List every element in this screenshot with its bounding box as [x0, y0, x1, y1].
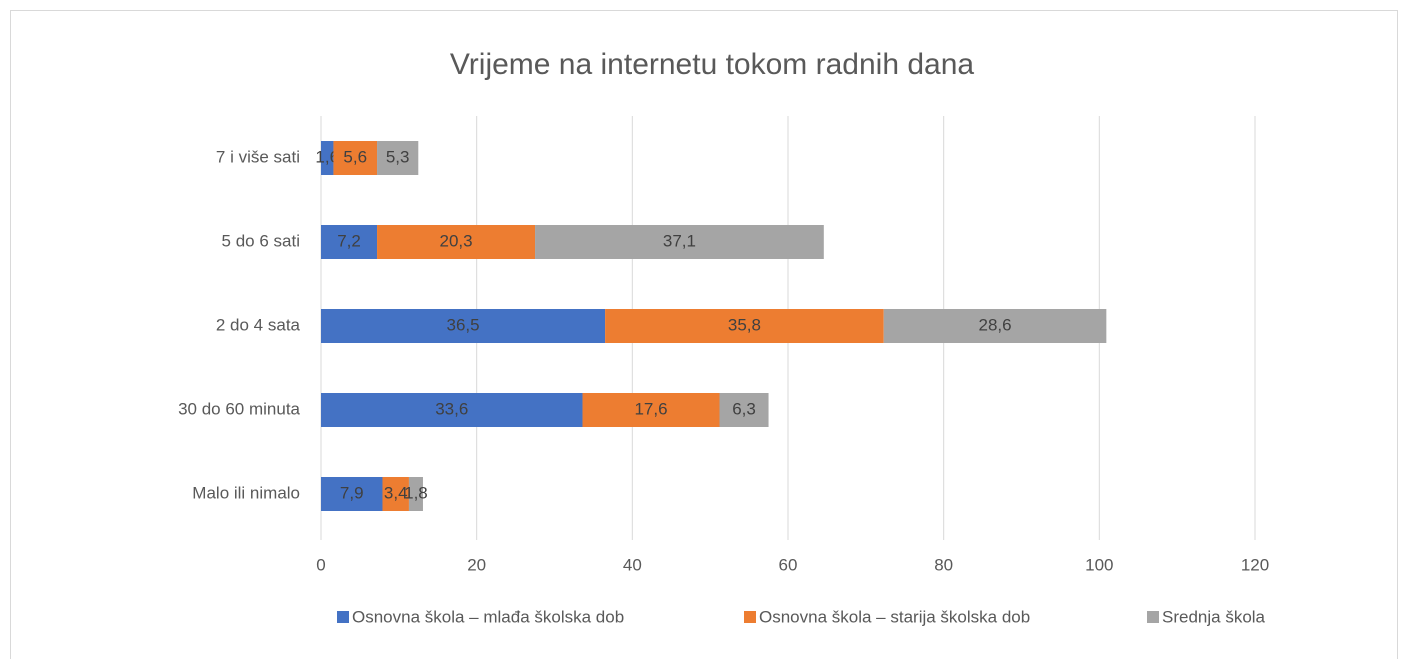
bar-segment	[377, 225, 536, 259]
bar-segment	[321, 393, 583, 427]
bar-segment	[719, 393, 769, 427]
bar-segment	[377, 141, 419, 175]
legend-swatch	[1147, 611, 1159, 623]
data-label: 5,3	[386, 147, 410, 166]
data-label: 33,6	[435, 399, 468, 418]
legend-label: Osnovna škola – starija školska dob	[759, 607, 1030, 626]
x-tick-label: 100	[1085, 555, 1113, 574]
bar-segment	[321, 477, 383, 511]
bar-segment	[321, 309, 606, 343]
data-label: 35,8	[728, 315, 761, 334]
bar-segment	[883, 309, 1107, 343]
bar-segment	[605, 309, 884, 343]
x-tick-label: 0	[316, 555, 325, 574]
x-tick-label: 60	[779, 555, 798, 574]
legend-swatch	[337, 611, 349, 623]
data-label: 37,1	[663, 231, 696, 250]
data-label: 5,6	[343, 147, 367, 166]
y-tick-label: 7 i više sati	[216, 147, 300, 166]
data-label: 28,6	[978, 315, 1011, 334]
legend-swatch	[744, 611, 756, 623]
y-tick-label: 5 do 6 sati	[222, 231, 300, 250]
chart-title: Vrijeme na internetu tokom radnih dana	[450, 48, 975, 81]
data-label: 7,2	[337, 231, 361, 250]
y-tick-label: 2 do 4 sata	[216, 315, 301, 334]
bar-segment	[535, 225, 824, 259]
data-label: 1,6	[315, 147, 339, 166]
data-label: 17,6	[634, 399, 667, 418]
data-label: 7,9	[340, 483, 364, 502]
y-tick-label: 30 do 60 minuta	[178, 399, 300, 418]
legend-label: Osnovna škola – mlađa školska dob	[352, 607, 624, 626]
data-label: 6,3	[732, 399, 756, 418]
bar-segment	[382, 477, 409, 511]
x-tick-label: 120	[1241, 555, 1269, 574]
legend-label: Srednja škola	[1162, 607, 1266, 626]
bar-segment	[582, 393, 720, 427]
data-label: 3,4	[384, 483, 408, 502]
x-tick-label: 20	[467, 555, 486, 574]
x-tick-label: 80	[934, 555, 953, 574]
bar-segment	[321, 141, 334, 175]
bar-segment	[333, 141, 378, 175]
y-tick-label: Malo ili nimalo	[192, 483, 300, 502]
data-label: 36,5	[446, 315, 479, 334]
bar-segment	[408, 477, 423, 511]
data-label: 1,8	[404, 483, 428, 502]
bar-segment	[321, 225, 378, 259]
x-tick-label: 40	[623, 555, 642, 574]
data-label: 20,3	[439, 231, 472, 250]
